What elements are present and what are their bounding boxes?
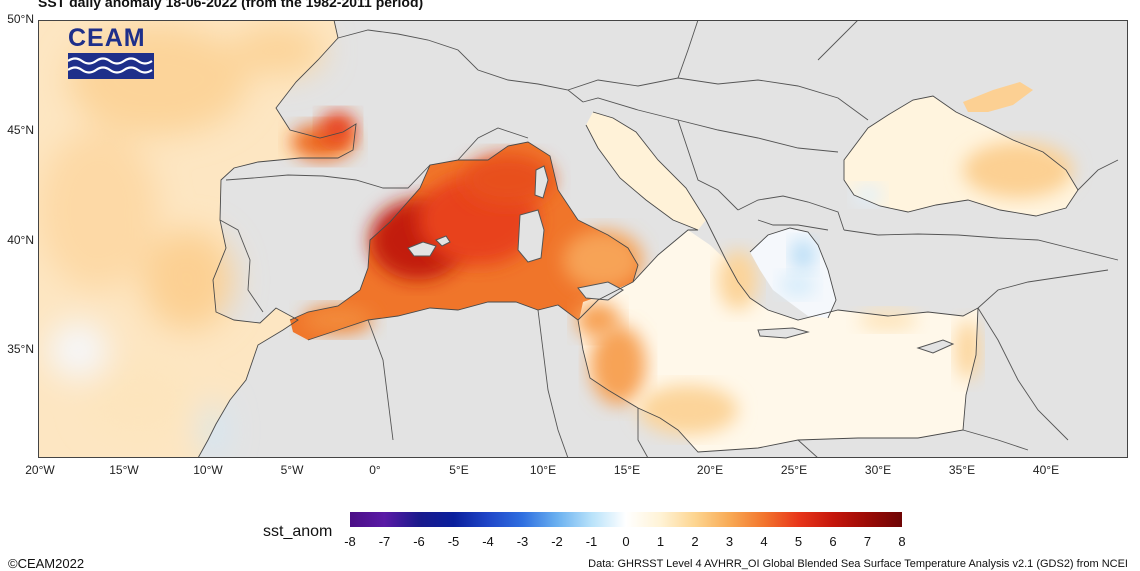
aegean-sea [750,228,836,318]
adriatic-sea [586,112,706,230]
lon-label-15w: 15°W [109,463,139,477]
colorbar-tick-label: -1 [585,534,598,549]
colorbar-tick-label: 7 [863,534,872,549]
colorbar-tick-label: 6 [829,534,837,549]
lon-label-10w: 10°W [193,463,223,477]
colorbar-tick-label: -4 [482,534,494,549]
colorbar-label: sst_anom [263,523,333,540]
logo-waves-icon [67,53,154,79]
colorbar [350,512,902,527]
lon-label-15e: 15°E [613,463,641,477]
map-canvas [38,20,1128,458]
colorbar-tick-label: 3 [725,534,734,549]
colorbar-tick-label: -7 [378,534,391,549]
black-sea [844,82,1078,216]
colorbar-tick-label: -5 [447,534,460,549]
ceam-logo: CEAM [67,24,154,79]
colorbar-tick-label: -2 [551,534,563,549]
lon-label-5w: 5°W [280,463,304,477]
lon-label-10e: 10°E [529,463,557,477]
map-frame [38,20,1128,458]
lat-label-35n: 35°N [7,342,34,356]
lon-label-5e: 5°E [449,463,469,477]
lon-label-30e: 30°E [864,463,892,477]
lon-label-0: 0° [369,463,381,477]
logo-text: CEAM [68,24,146,52]
lon-label-20w: 20°W [25,463,55,477]
lon-label-20e: 20°E [696,463,724,477]
lat-label-50n: 50°N [7,12,34,26]
lon-label-25e: 25°E [780,463,808,477]
colorbar-tick-label: 8 [898,534,906,549]
map-title: SST daily anomaly 18-06-2022 (from the 1… [38,0,424,10]
sst-anomaly-map [38,20,1128,458]
copyright-text: ©CEAM2022 [8,556,85,571]
lon-label-40e: 40°E [1032,463,1060,477]
western-mediterranean [290,142,643,340]
colorbar-tick-label: 4 [760,534,768,549]
colorbar-tick-label: 0 [622,534,630,549]
colorbar-tick-label: 2 [691,534,699,549]
colorbar-tick-label: -6 [413,534,425,549]
colorbar-tick-label: -3 [516,534,529,549]
lat-label-45n: 45°N [7,123,34,137]
country-borders [219,20,1119,458]
lon-label-35e: 35°E [948,463,976,477]
colorbar-tick-label: 1 [656,534,665,549]
coastlines [197,20,1079,458]
lat-label-40n: 40°N [7,233,34,247]
colorbar-tick-label: 5 [794,534,803,549]
islands [407,165,955,354]
data-source-text: Data: GHRSST Level 4 AVHRR_OI Global Ble… [588,558,1128,570]
colorbar-tick-label: -8 [344,534,356,549]
atlantic-ocean [38,20,356,458]
